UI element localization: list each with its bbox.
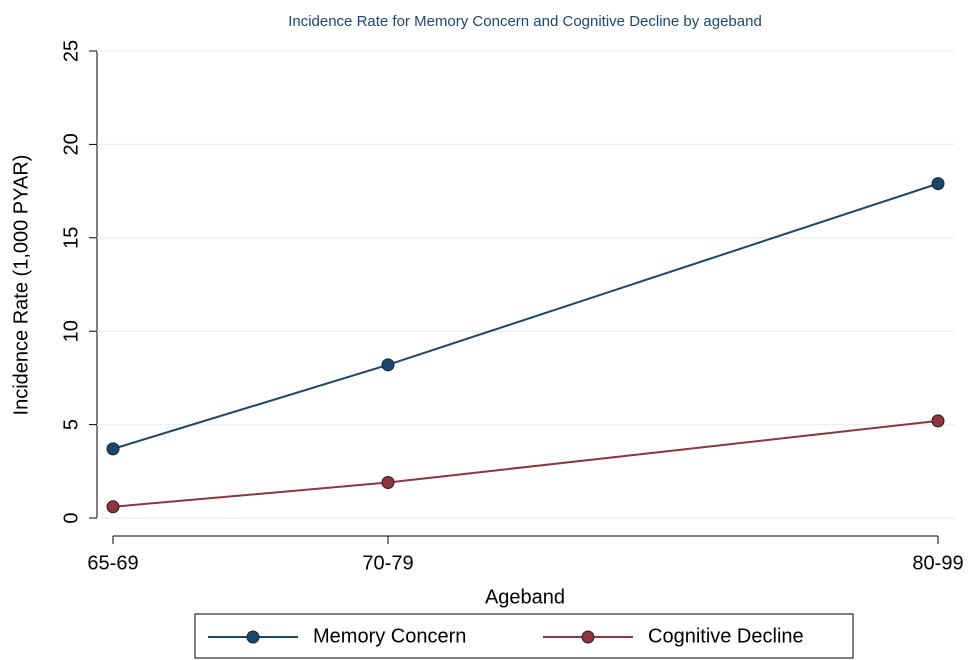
y-tick-label: 15 bbox=[60, 227, 82, 249]
point bbox=[381, 358, 395, 372]
x-tick-label: 65-69 bbox=[87, 552, 138, 574]
y-axis-title: Incidence Rate (1,000 PYAR) bbox=[10, 155, 32, 416]
y-tick-label: 0 bbox=[60, 512, 82, 523]
point bbox=[931, 177, 945, 191]
point bbox=[931, 414, 945, 428]
point bbox=[106, 500, 120, 514]
x-axis-title: Ageband bbox=[485, 586, 565, 608]
y-tick-label: 20 bbox=[60, 133, 82, 155]
x-tick-label: 70-79 bbox=[362, 552, 413, 574]
legend-label: Memory Concern bbox=[313, 625, 466, 647]
legend-box bbox=[194, 613, 854, 659]
y-tick-label: 5 bbox=[60, 419, 82, 430]
y-tick-label: 25 bbox=[60, 40, 82, 62]
point bbox=[381, 476, 395, 490]
legend-marker bbox=[246, 630, 260, 644]
legend-marker bbox=[581, 630, 595, 644]
point bbox=[106, 442, 120, 456]
legend-label: Cognitive Decline bbox=[648, 625, 804, 647]
y-tick-label: 10 bbox=[60, 320, 82, 342]
x-tick-label: 80-99 bbox=[912, 552, 963, 574]
chart-title: Incidence Rate for Memory Concern and Co… bbox=[288, 13, 762, 30]
